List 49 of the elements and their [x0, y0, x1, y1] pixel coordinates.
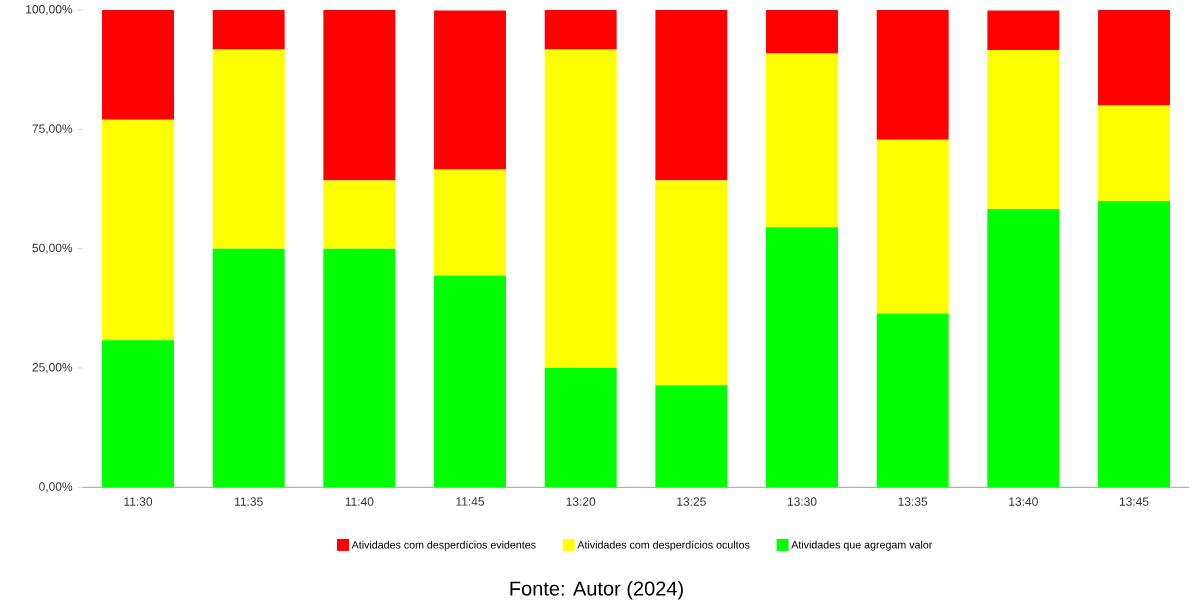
- bar: [102, 340, 174, 488]
- bar: [434, 10, 506, 170]
- x-tick-label: 11:45: [456, 497, 485, 506]
- y-tick-label: 50,00%: [32, 243, 73, 254]
- bar: [212, 10, 285, 50]
- bar: [766, 53, 838, 228]
- bar: [434, 169, 506, 276]
- bar: [544, 367, 617, 488]
- y-tick-label: 100,00%: [26, 5, 73, 15]
- bar: [323, 180, 396, 249]
- bar: [1098, 200, 1170, 488]
- bar: [655, 180, 728, 386]
- y-tick-label: 75,00%: [32, 124, 73, 135]
- bar: [323, 10, 396, 181]
- bar: [102, 119, 174, 341]
- bar: [544, 49, 617, 368]
- bar: [102, 10, 174, 120]
- bar: [655, 10, 728, 181]
- x-tick-label: 11:35: [235, 497, 263, 506]
- bar: [655, 385, 728, 488]
- x-tick-label: 13:25: [677, 497, 706, 506]
- bar: [544, 10, 617, 50]
- bar: [1098, 10, 1170, 106]
- bar: [987, 50, 1060, 210]
- x-tick-label: 13:40: [1009, 497, 1038, 506]
- bar: [987, 209, 1060, 488]
- bar: [987, 10, 1060, 51]
- x-tick-label: 11:40: [345, 497, 374, 506]
- bar: [876, 10, 949, 140]
- x-tick-label: 13:20: [566, 497, 596, 506]
- bar: [434, 275, 506, 488]
- y-tick-label: 25,00%: [32, 363, 73, 373]
- legend-label: Atividades que agregam valor: [791, 540, 933, 551]
- x-tick-label: 13:45: [1119, 497, 1149, 506]
- bar: [876, 313, 949, 488]
- bar: [323, 248, 396, 488]
- bar: [212, 49, 285, 249]
- bar: [766, 10, 838, 54]
- source-note: Fonte: Autor (2024): [510, 580, 683, 600]
- bar: [212, 248, 285, 488]
- bar: [876, 139, 949, 314]
- bar: [1098, 105, 1170, 201]
- legend-label: Atividades com desperdícios ocultos: [577, 540, 750, 551]
- x-tick-label: 11:30: [124, 497, 153, 506]
- x-tick-label: 13:30: [787, 497, 817, 506]
- bar: [766, 227, 838, 488]
- legend-label: Atividades com desperdícios evidentes: [351, 540, 536, 551]
- x-tick-label: 13:35: [898, 497, 928, 506]
- y-tick-label: 0,00%: [39, 482, 73, 493]
